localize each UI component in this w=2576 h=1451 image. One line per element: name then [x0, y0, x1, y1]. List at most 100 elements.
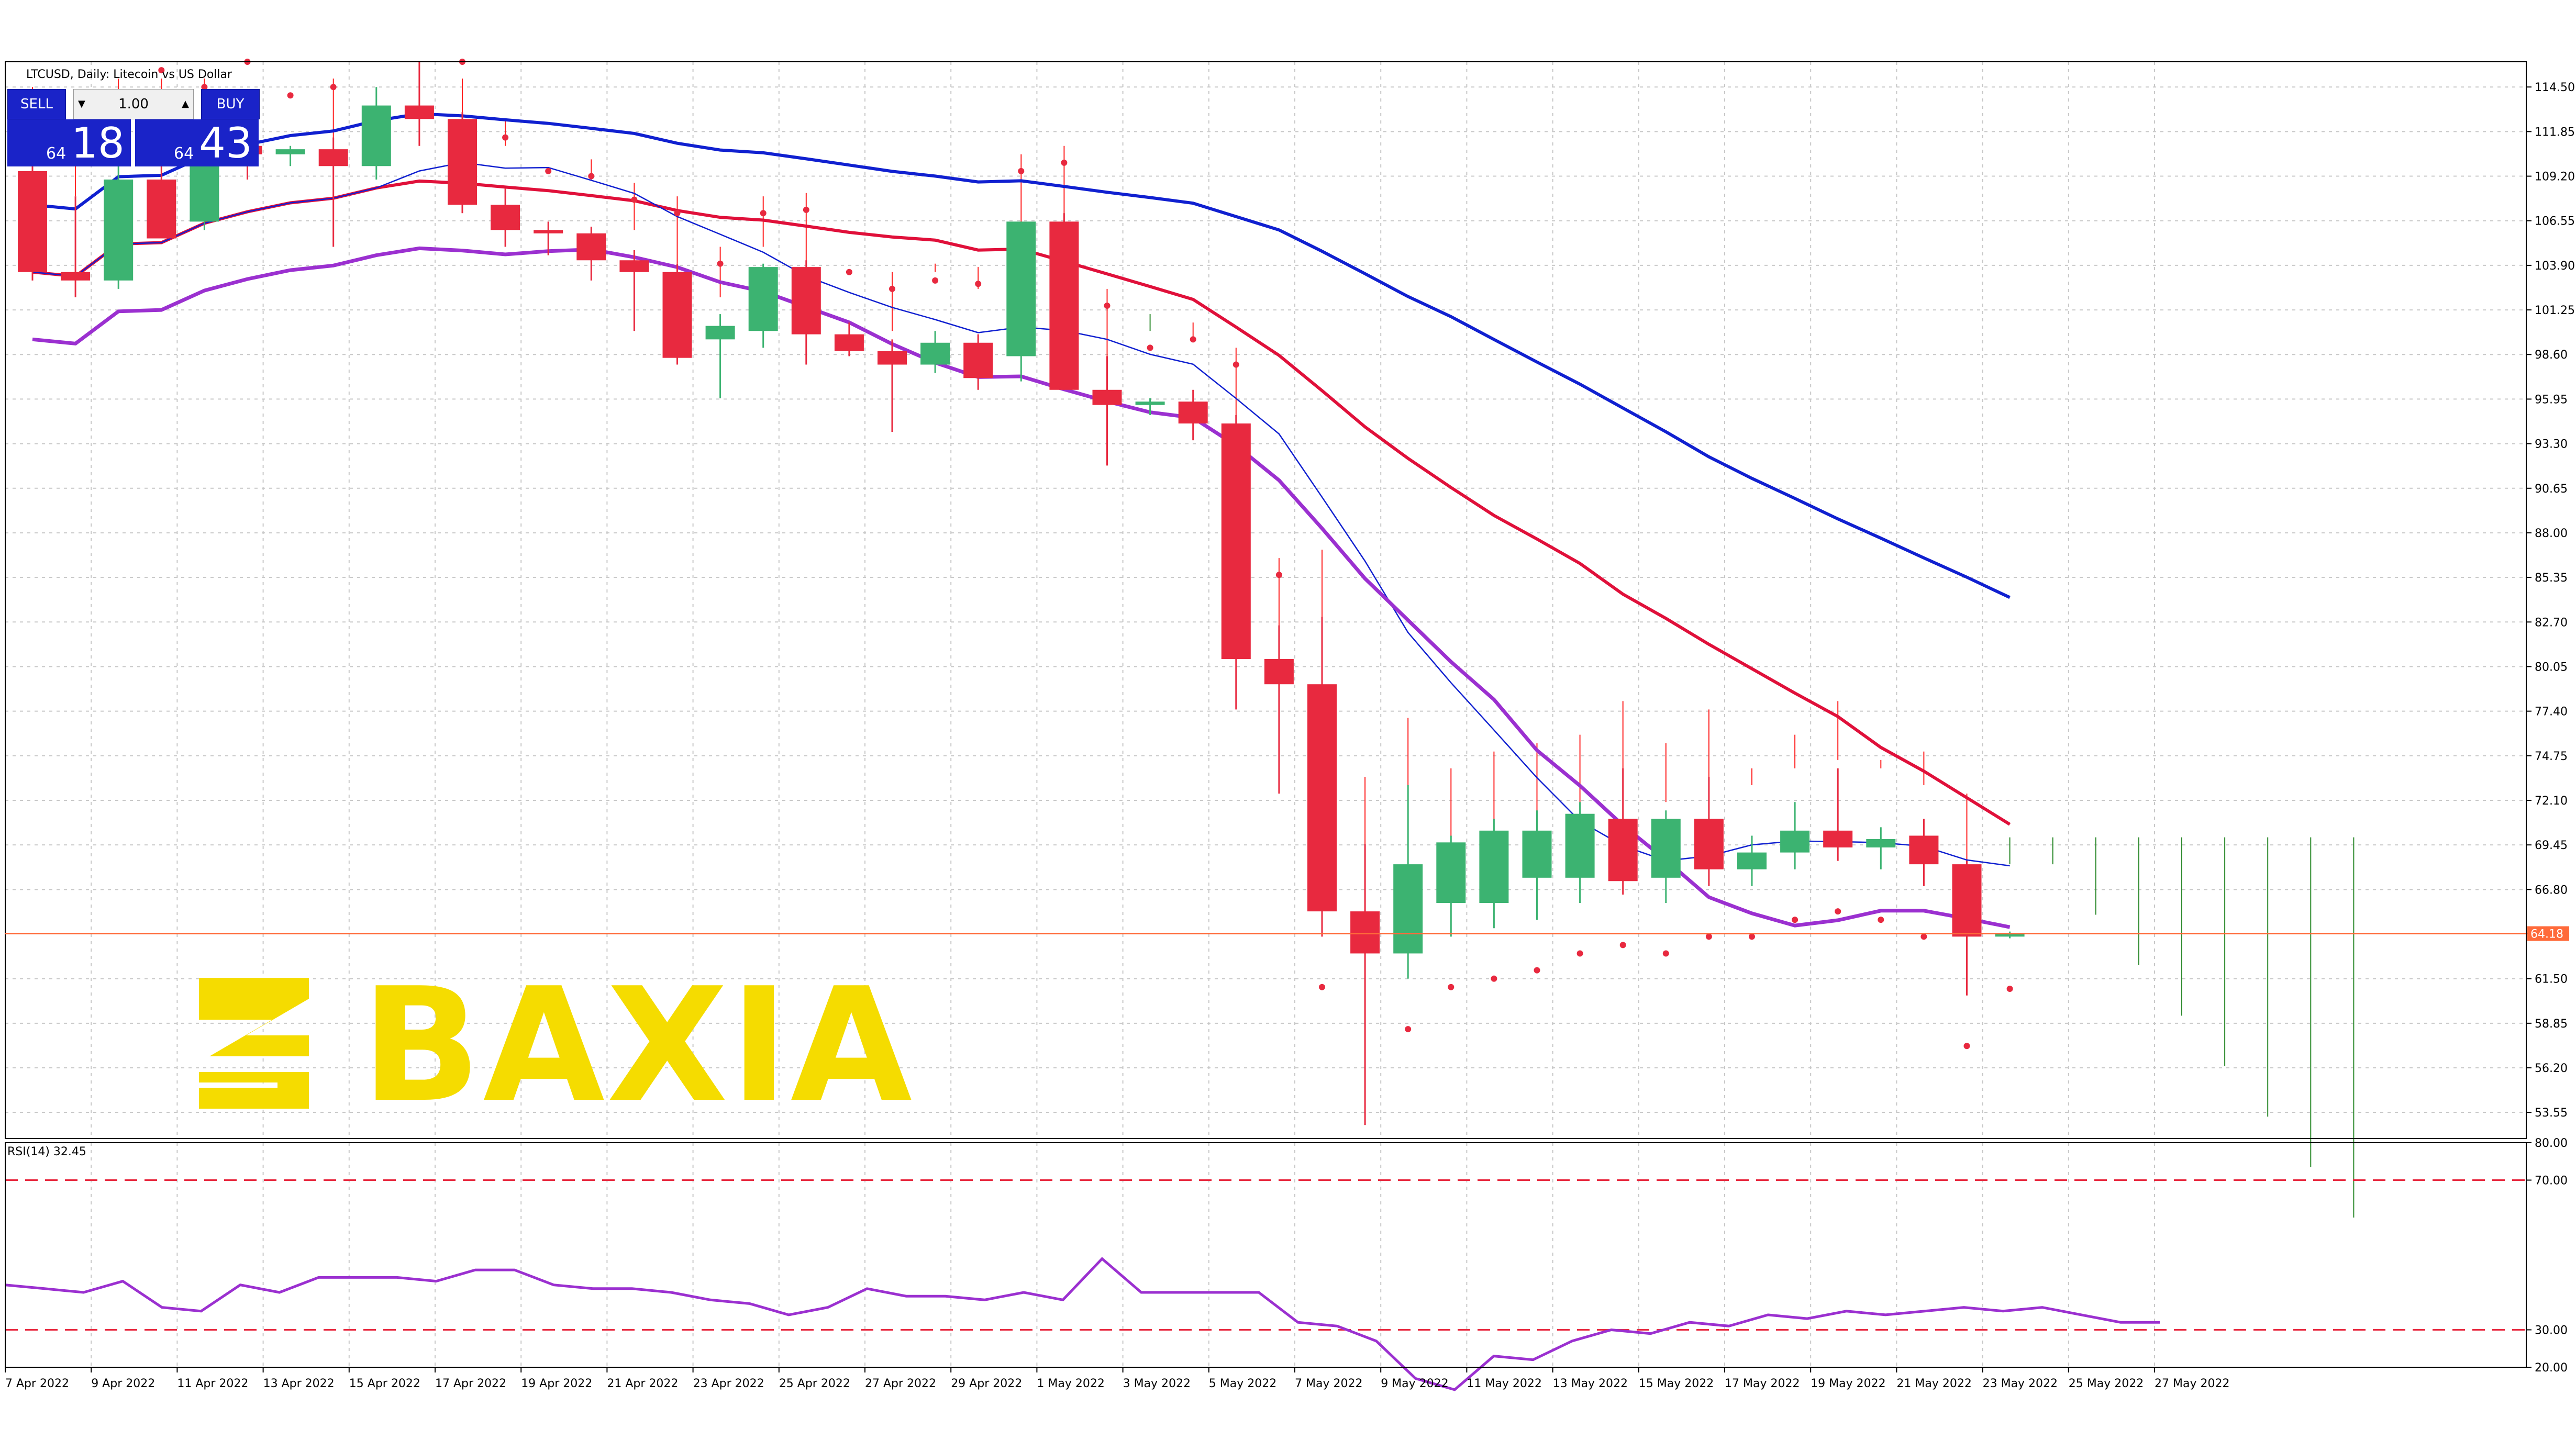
y-tick-label: 109.20 — [2535, 171, 2575, 184]
sar-dot — [330, 84, 337, 91]
candle-bull — [1565, 813, 1595, 878]
candle-bear — [1350, 911, 1380, 954]
x-tick-label: 17 Apr 2022 — [435, 1377, 506, 1390]
x-tick-label: 9 Apr 2022 — [91, 1377, 155, 1390]
y-tick-label: 98.60 — [2535, 349, 2568, 362]
candle-bear — [534, 230, 563, 233]
y-tick-label: 90.65 — [2535, 483, 2568, 496]
candle-bear — [147, 179, 176, 239]
sar-dot — [158, 67, 165, 74]
candle-bear — [1694, 819, 1724, 869]
candle-bull — [1393, 864, 1423, 954]
candles — [18, 62, 2025, 1125]
sar-dot — [2006, 985, 2013, 992]
candle-bear — [448, 119, 477, 205]
candle-bull — [920, 342, 950, 365]
lot-size-field[interactable]: ▼ 1.00 ▲ — [73, 89, 194, 119]
sar-dot — [588, 173, 595, 180]
y-tick-label: 69.45 — [2535, 839, 2568, 852]
candle-bull — [104, 179, 134, 281]
x-tick-label: 27 May 2022 — [2155, 1377, 2229, 1390]
y-tick-label: 74.75 — [2535, 750, 2568, 763]
sar-dot — [1233, 361, 1239, 368]
sell-price[interactable]: 64 18 — [7, 119, 131, 166]
candle-bull — [705, 326, 735, 340]
rsi-y-tick-label: 20.00 — [2535, 1361, 2568, 1375]
sar-dot — [1835, 908, 1841, 915]
sar-dot — [717, 260, 724, 267]
candle-bull — [1479, 830, 1509, 903]
y-tick-label: 53.55 — [2535, 1107, 2568, 1120]
candle-bull — [1866, 839, 1896, 847]
y-tick-label: 72.10 — [2535, 795, 2568, 808]
candle-bear — [878, 351, 907, 365]
y-tick-label: 106.55 — [2535, 215, 2575, 228]
candle-bear — [1264, 658, 1294, 685]
sar-dot — [803, 206, 809, 213]
x-tick-label: 11 May 2022 — [1467, 1377, 1541, 1390]
y-tick-label: 85.35 — [2535, 572, 2568, 585]
x-tick-label: 11 Apr 2022 — [177, 1377, 248, 1390]
y-tick-label: 80.05 — [2535, 661, 2568, 674]
x-tick-label: 13 Apr 2022 — [263, 1377, 335, 1390]
sar-dot — [1749, 933, 1755, 940]
candle-bear — [791, 267, 821, 334]
sar-dot — [1147, 344, 1153, 351]
sar-dot — [1448, 984, 1454, 990]
rsi-y-tick-label: 70.00 — [2535, 1175, 2568, 1188]
y-tick-label: 58.85 — [2535, 1018, 2568, 1031]
x-tick-label: 21 May 2022 — [1896, 1377, 1971, 1390]
x-tick-label: 25 Apr 2022 — [779, 1377, 850, 1390]
x-tick-label: 25 May 2022 — [2069, 1377, 2144, 1390]
sar-dot — [631, 196, 638, 203]
candle-bull — [1522, 830, 1552, 878]
candle-bear — [1178, 401, 1208, 424]
sell-price-big: 18 — [71, 119, 125, 168]
candle-bull — [1006, 221, 1036, 356]
candle-bear — [662, 272, 692, 358]
sar-dot — [1061, 159, 1068, 166]
sar-dot — [502, 134, 509, 141]
sar-dot — [1878, 917, 1884, 923]
lot-decrease-icon[interactable]: ▼ — [78, 98, 85, 109]
buy-price-big: 43 — [199, 119, 252, 168]
x-tick-label: 19 May 2022 — [1811, 1377, 1885, 1390]
candle-bull — [1737, 852, 1767, 869]
sar-dot — [1619, 942, 1626, 948]
sar-dot — [1319, 984, 1325, 990]
y-tick-label: 101.25 — [2535, 304, 2575, 317]
sar-dot — [287, 92, 294, 99]
y-tick-label: 95.95 — [2535, 393, 2568, 406]
x-tick-label: 15 May 2022 — [1639, 1377, 1714, 1390]
candle-bear — [1221, 423, 1251, 659]
sar-dot — [760, 210, 767, 217]
candle-bear — [404, 105, 434, 119]
candle-bear — [18, 171, 47, 272]
sar-dot — [1792, 917, 1798, 923]
sell-button[interactable]: SELL — [7, 89, 66, 119]
candle-bear — [1608, 819, 1638, 881]
current-price-label: 64.18 — [2530, 928, 2563, 941]
candle-bear — [576, 233, 606, 261]
lot-increase-icon[interactable]: ▲ — [182, 98, 189, 109]
y-tick-label: 114.50 — [2535, 81, 2575, 94]
buy-button[interactable]: BUY — [201, 89, 260, 119]
sar-dot — [201, 84, 208, 91]
sar-dot — [975, 281, 982, 287]
x-tick-label: 23 Apr 2022 — [693, 1377, 764, 1390]
sar-dot — [1705, 933, 1712, 940]
rsi-y-tick-label: 80.00 — [2535, 1137, 2568, 1150]
candle-bull — [748, 267, 778, 331]
x-tick-label: 15 Apr 2022 — [349, 1377, 420, 1390]
candle-bull — [275, 149, 305, 154]
chart-title: LTCUSD, Daily: Litecoin vs US Dollar — [26, 68, 232, 81]
y-tick-label: 111.85 — [2535, 126, 2575, 139]
main-frame — [5, 61, 2527, 1139]
buy-price[interactable]: 64 43 — [135, 119, 259, 166]
y-tick-label: 56.20 — [2535, 1062, 2568, 1075]
candle-bear — [1952, 864, 1982, 937]
y-tick-label: 93.30 — [2535, 438, 2568, 451]
x-tick-label: 7 Apr 2022 — [5, 1377, 69, 1390]
rsi-title: RSI(14) 32.45 — [7, 1145, 86, 1158]
